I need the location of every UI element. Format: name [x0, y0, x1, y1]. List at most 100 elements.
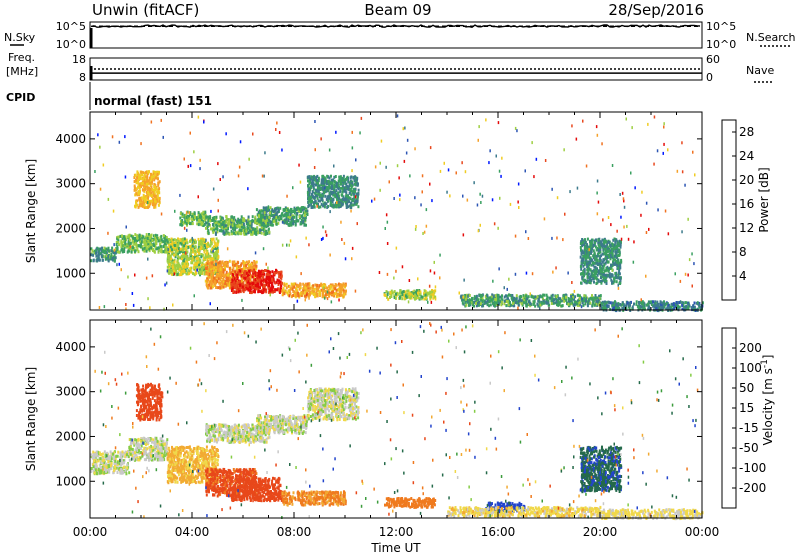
- power-range-cell: [573, 303, 576, 307]
- power-range-cell: [414, 293, 417, 297]
- power-range-cell: [231, 268, 234, 272]
- power-range-cell: [108, 255, 111, 259]
- power-range-cell: [612, 257, 615, 261]
- power-range-cell: [582, 251, 585, 255]
- power-range-cell: [357, 192, 360, 196]
- cpid-label: CPID: [6, 91, 35, 104]
- power-range-cell: [419, 292, 422, 296]
- power-range-cell: [537, 299, 540, 303]
- power-range-cell: [523, 299, 526, 303]
- power-range-cell: [200, 253, 203, 256]
- power-range-cell: [106, 256, 109, 260]
- power-range-cell: [208, 273, 211, 277]
- power-range-cell: [578, 301, 581, 305]
- power-range-cell: [497, 293, 500, 297]
- power-range-cell: [229, 286, 232, 290]
- power-range-cell: [265, 209, 268, 213]
- power-range-cell: [423, 289, 426, 293]
- power-range-cell: [580, 248, 582, 252]
- power-range-cell: [228, 278, 231, 282]
- power-range-cell: [257, 285, 260, 289]
- power-range-cell: [260, 283, 263, 287]
- power-range-cell: [324, 178, 327, 182]
- power-range-cell: [317, 176, 320, 180]
- power-range-cell: [179, 216, 182, 220]
- power-range-cell: [205, 280, 208, 284]
- power-range-cell: [252, 290, 255, 294]
- power-range-cell: [265, 225, 268, 229]
- power-range-cell: [272, 285, 275, 289]
- power-range-cell: [128, 234, 131, 238]
- power-range-cell: [583, 255, 586, 259]
- power-range-cell: [177, 252, 179, 256]
- power-range-cell: [220, 216, 223, 220]
- nsky-trace-mark: [295, 25, 299, 27]
- nsky-trace-mark: [610, 25, 614, 27]
- nsky-trace-mark: [631, 25, 635, 27]
- power-range-cell: [600, 262, 603, 266]
- power-range-cell: [345, 289, 347, 293]
- power-range-cell: [337, 294, 340, 298]
- power-range-cell: [563, 296, 566, 300]
- power-range-cell: [342, 195, 345, 199]
- power-range-cell: [296, 283, 298, 287]
- power-range-cell: [332, 290, 335, 294]
- power-range-cell: [230, 289, 233, 292]
- power-range-cell: [176, 259, 179, 263]
- power-range-cell: [606, 245, 609, 249]
- power-range-cell: [268, 277, 270, 281]
- power-range-cell: [292, 216, 294, 220]
- power-range-cell: [208, 216, 211, 220]
- power-range-cell: [599, 272, 602, 276]
- power-range-cell: [179, 223, 182, 227]
- power-range-cell: [227, 283, 230, 287]
- power-range-cell: [132, 248, 135, 252]
- power-range-cell: [203, 238, 206, 242]
- power-range-cell: [260, 279, 263, 283]
- power-range-cell: [205, 283, 208, 287]
- power-range-cell: [318, 293, 321, 296]
- power-range-cell: [319, 199, 321, 203]
- power-range-cell: [494, 294, 497, 298]
- power-range-cell: [100, 248, 103, 252]
- power-range-cell: [150, 175, 153, 179]
- power-range-cell: [476, 297, 479, 301]
- power-range-cell: [473, 295, 476, 299]
- power-range-cell: [245, 278, 248, 282]
- power-range-cell: [302, 291, 305, 295]
- power-range-cell: [198, 218, 200, 222]
- power-range-cell: [330, 187, 333, 190]
- power-range-cell: [521, 300, 523, 304]
- power-range-cell: [351, 190, 354, 194]
- power-range-cell: [283, 291, 286, 295]
- power-range-cell: [153, 178, 156, 182]
- power-range-cell: [191, 244, 194, 248]
- power-range-cell: [310, 175, 313, 179]
- power-range-cell: [173, 248, 176, 252]
- power-range-cell: [182, 259, 185, 263]
- power-range-cell: [310, 181, 313, 185]
- power-range-cell: [340, 285, 343, 289]
- power-range-cell: [337, 187, 340, 191]
- power-range-cell: [202, 239, 205, 243]
- power-range-cell: [340, 193, 343, 197]
- nsky-trace-mark: [267, 25, 271, 27]
- power-range-cell: [182, 241, 185, 245]
- power-range-cell: [212, 218, 215, 222]
- power-range-cell: [573, 297, 576, 301]
- power-range-cell: [145, 181, 148, 185]
- power-range-cell: [231, 216, 234, 220]
- power-range-cell: [333, 186, 336, 189]
- power-range-cell: [604, 273, 607, 277]
- power-range-cell: [148, 249, 151, 253]
- power-range-cell: [602, 277, 605, 281]
- power-range-cell: [542, 299, 545, 303]
- power-range-cell: [157, 203, 160, 207]
- power-range-cell: [242, 260, 245, 264]
- power-range-cell: [254, 284, 257, 287]
- power-range-cell: [342, 291, 345, 295]
- power-range-cell: [179, 238, 182, 242]
- power-range-cell: [350, 206, 353, 210]
- nsky-trace-mark: [204, 25, 208, 27]
